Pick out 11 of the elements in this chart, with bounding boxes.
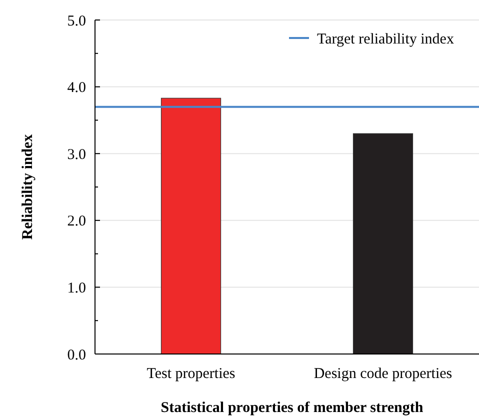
y-tick-label: 5.0	[67, 13, 86, 30]
legend-label: Target reliability index	[317, 31, 454, 48]
y-tick-label: 2.0	[67, 214, 86, 230]
y-tick-label: 3.0	[67, 146, 86, 163]
y-tick-label: 1.0	[67, 280, 86, 296]
x-tick-label: Design code properties	[314, 366, 452, 382]
x-tick-label: Test properties	[146, 366, 236, 382]
y-tick-label: 4.0	[67, 80, 86, 96]
y-axis-title: Reliability index	[20, 134, 36, 240]
y-tick-label: 0.0	[67, 347, 86, 364]
x-axis-title: Statistical properties of member strength	[160, 400, 424, 416]
